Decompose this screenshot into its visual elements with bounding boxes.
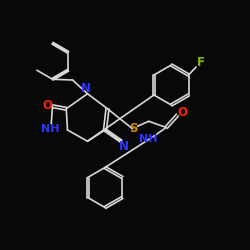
Text: N: N — [119, 140, 129, 153]
Text: S: S — [129, 122, 137, 135]
Text: O: O — [42, 99, 52, 112]
Text: N: N — [81, 82, 91, 95]
Text: NH: NH — [41, 124, 59, 134]
Text: NH: NH — [139, 134, 158, 144]
Text: F: F — [196, 56, 204, 69]
Text: O: O — [177, 106, 187, 118]
